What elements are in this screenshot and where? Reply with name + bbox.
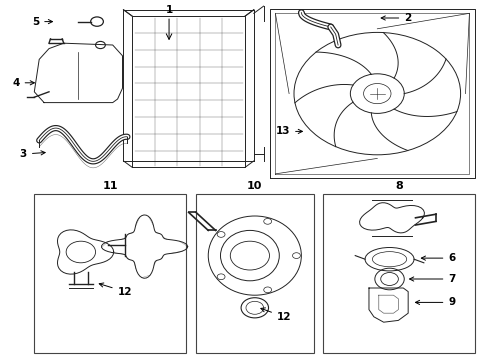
Text: 2: 2 xyxy=(381,13,412,23)
Text: 7: 7 xyxy=(410,274,456,284)
Text: 5: 5 xyxy=(32,17,52,27)
Text: 9: 9 xyxy=(416,297,456,307)
Bar xyxy=(34,194,186,353)
Bar xyxy=(196,194,314,353)
Text: 13: 13 xyxy=(275,126,302,136)
Text: 12: 12 xyxy=(261,308,292,322)
Text: 1: 1 xyxy=(166,5,172,15)
Text: 3: 3 xyxy=(20,149,45,159)
Text: 10: 10 xyxy=(247,181,263,191)
Text: 12: 12 xyxy=(99,283,132,297)
Text: 6: 6 xyxy=(421,253,456,263)
Bar xyxy=(323,194,475,353)
Text: 8: 8 xyxy=(395,181,403,191)
Text: 11: 11 xyxy=(102,181,118,191)
Text: 4: 4 xyxy=(12,78,34,88)
